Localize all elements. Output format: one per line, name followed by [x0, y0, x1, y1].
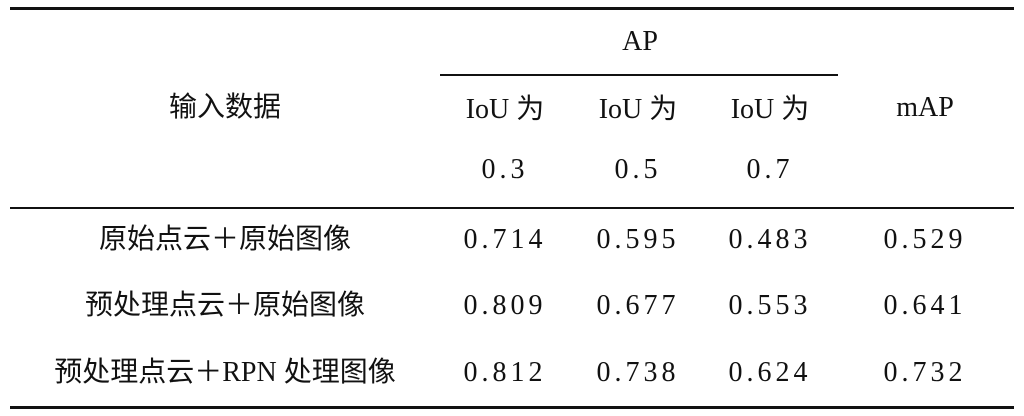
cell-value: 0.553 [728, 290, 812, 321]
group-rule [440, 74, 838, 76]
row-label: 预处理点云＋原始图像 [84, 290, 366, 321]
row-label: 原始点云＋原始图像 [98, 224, 352, 255]
cell-value: 0.595 [596, 224, 680, 255]
header-group: AP [622, 26, 658, 57]
mid-rule [10, 207, 1014, 209]
subheader-text: IoU 为 [598, 94, 678, 125]
subheader-text: IoU 为 [730, 94, 810, 125]
cell-value: 0.483 [728, 224, 812, 255]
header-input: 输入数据 [168, 92, 282, 123]
cell-value: 0.641 [883, 290, 967, 321]
cell-value: 0.732 [883, 357, 967, 388]
row-label: 预处理点云＋RPN 处理图像 [54, 357, 396, 388]
cell-value: 0.677 [596, 290, 680, 321]
bottom-rule [10, 406, 1014, 409]
cell-value: 0.738 [596, 357, 680, 388]
subheader-text: 0.5 [614, 154, 662, 185]
cell-value: 0.812 [463, 357, 547, 388]
subheader-text: IoU 为 [465, 94, 545, 125]
cell-value: 0.529 [883, 224, 967, 255]
cell-value: 0.624 [728, 357, 812, 388]
header-map: mAP [896, 92, 954, 123]
subheader-text: 0.3 [481, 154, 529, 185]
cell-value: 0.809 [463, 290, 547, 321]
cell-value: 0.714 [463, 224, 547, 255]
subheader-text: 0.7 [746, 154, 794, 185]
top-rule [10, 7, 1014, 10]
